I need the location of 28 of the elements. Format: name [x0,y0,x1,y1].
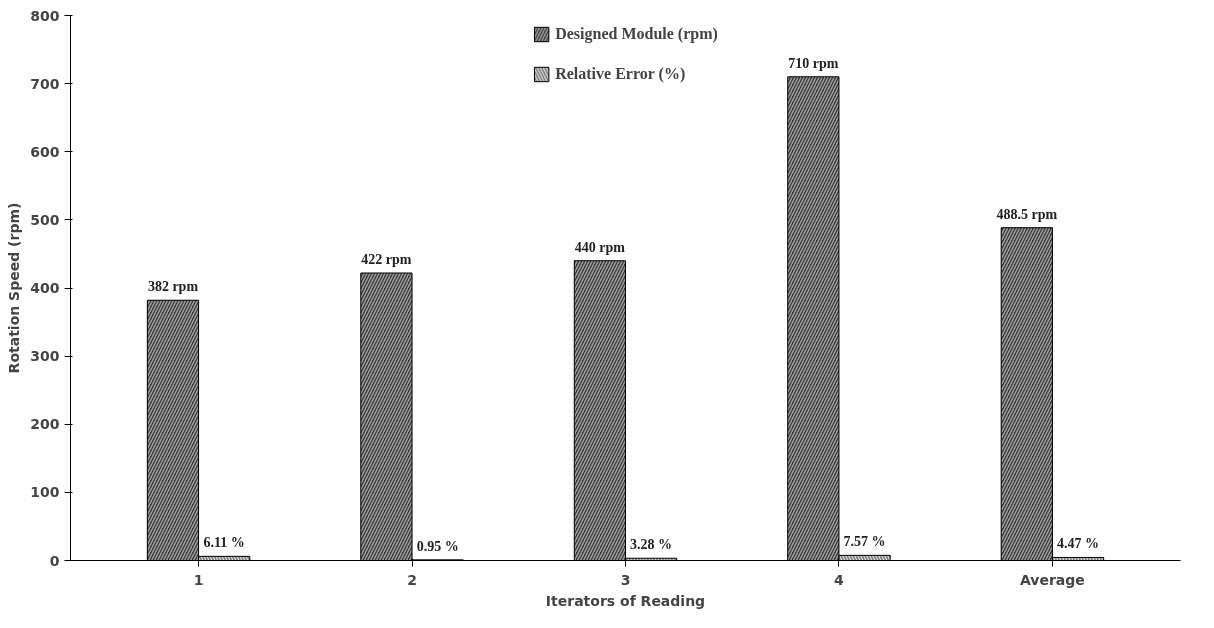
y-tick-label: 200 [30,416,60,433]
y-tick-label: 500 [30,211,60,228]
data-label: 0.95 % [416,538,459,554]
data-label: 382 rpm [147,279,199,295]
data-label: 488.5 rpm [996,206,1058,222]
data-label: 6.11 % [203,535,245,551]
data-label: 7.57 % [843,534,886,550]
x-tick-label: 3 [620,571,631,588]
data-label: 3.28 % [630,537,673,553]
legend-label: Designed Module (rpm) [555,25,718,43]
y-tick-label: 800 [30,7,60,24]
data-label: 4.47 % [1057,536,1100,552]
x-tick-label: 4 [834,571,845,588]
legend-label: Relative Error (%) [555,65,686,83]
data-label: 422 rpm [361,252,412,268]
y-tick-label: 0 [49,552,60,569]
y-tick-label: 600 [30,143,60,160]
y-tick-label: 300 [30,348,60,365]
x-tick-label: 2 [407,571,417,588]
x-tick-label: Average [1020,571,1085,588]
y-axis-title: Rotation Speed (rpm) [6,202,23,374]
x-tick-label: 1 [193,571,204,588]
x-axis-title: Iterators of Reading [545,592,706,609]
y-tick-label: 700 [30,75,60,92]
data-label: 440 rpm [574,239,626,255]
data-label: 710 rpm [788,55,839,71]
y-tick-label: 400 [30,280,60,296]
y-tick-label: 100 [30,484,60,501]
